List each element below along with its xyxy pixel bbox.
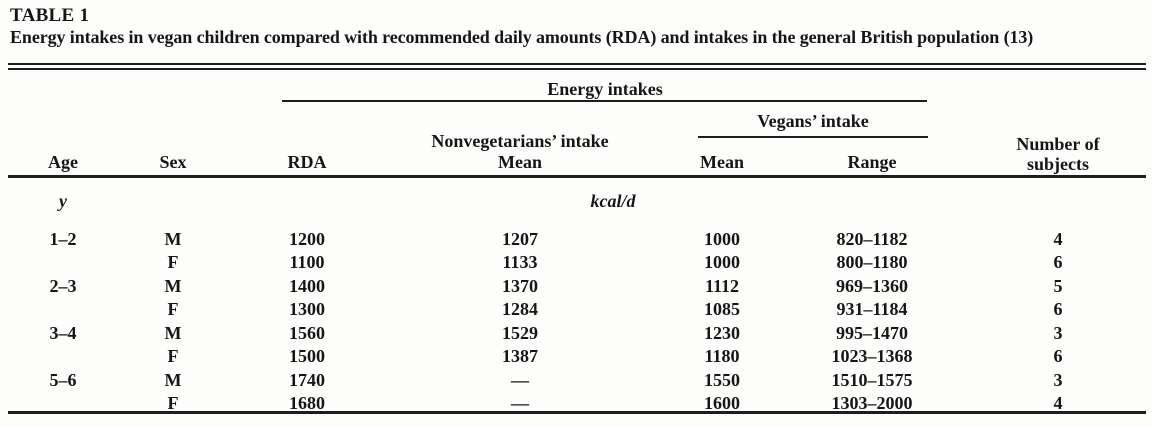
cell-range: 1510–1575 xyxy=(831,370,913,390)
cell-vegan-mean: 1180 xyxy=(704,346,740,366)
header-number-of: Number of xyxy=(1016,134,1100,154)
cell-sex: F xyxy=(167,299,179,319)
header-subjects: subjects xyxy=(1027,154,1089,174)
cell-subjects: 6 xyxy=(1053,299,1063,319)
table-row: 2–3 M 1400 1370 1112 969–1360 5 xyxy=(0,276,1152,298)
cell-rda: 1400 xyxy=(289,276,325,296)
cell-vegan-mean: 1112 xyxy=(704,276,739,296)
header-rda: RDA xyxy=(287,152,327,172)
cell-rda: 1100 xyxy=(289,252,325,272)
cell-nonveg-mean: 1529 xyxy=(502,323,538,343)
cell-rda: 1560 xyxy=(289,323,325,343)
header-energy-intakes: Energy intakes xyxy=(547,79,663,99)
cell-subjects: 3 xyxy=(1053,323,1063,343)
bottom-rule xyxy=(8,411,1146,414)
cell-range: 820–1182 xyxy=(836,229,908,249)
cell-nonveg-mean: — xyxy=(511,393,529,413)
cell-sex: M xyxy=(164,323,182,343)
table-row: 1–2 M 1200 1207 1000 820–1182 4 xyxy=(0,229,1152,251)
cell-age: 3–4 xyxy=(49,323,77,343)
cell-sex: M xyxy=(164,370,182,390)
top-rule-lower xyxy=(8,68,1146,70)
cell-range: 931–1184 xyxy=(836,299,908,319)
table-row: F 1500 1387 1180 1023–1368 6 xyxy=(0,346,1152,368)
table-label: TABLE 1 xyxy=(10,5,90,26)
cell-range: 969–1360 xyxy=(836,276,908,296)
header-sex: Sex xyxy=(159,152,187,172)
cell-vegan-mean: 1230 xyxy=(704,323,740,343)
header-age: Age xyxy=(48,152,78,172)
cell-subjects: 6 xyxy=(1053,252,1063,272)
cell-subjects: 4 xyxy=(1053,393,1063,413)
top-rule-upper xyxy=(8,63,1146,65)
cell-nonveg-mean: 1133 xyxy=(502,252,538,272)
cell-rda: 1740 xyxy=(289,370,325,390)
cell-subjects: 5 xyxy=(1053,276,1063,296)
cell-vegan-mean: 1600 xyxy=(704,393,740,413)
header-vegan-mean: Mean xyxy=(700,152,744,172)
cell-subjects: 6 xyxy=(1053,346,1063,366)
cell-age: 5–6 xyxy=(49,370,77,390)
table-row: F 1100 1133 1000 800–1180 6 xyxy=(0,252,1152,274)
table-row: F 1300 1284 1085 931–1184 6 xyxy=(0,299,1152,321)
unit-kcal-per-day: kcal/d xyxy=(590,191,636,211)
cell-nonveg-mean: 1370 xyxy=(502,276,538,296)
vegans-intake-rule xyxy=(698,136,928,138)
table-row: F 1680 — 1600 1303–2000 4 xyxy=(0,393,1152,415)
cell-vegan-mean: 1000 xyxy=(704,252,740,272)
cell-nonveg-mean: 1387 xyxy=(502,346,538,366)
cell-range: 1023–1368 xyxy=(831,346,913,366)
cell-rda: 1300 xyxy=(289,299,325,319)
cell-nonveg-mean: 1284 xyxy=(502,299,538,319)
cell-sex: F xyxy=(167,252,179,272)
cell-sex: M xyxy=(164,276,182,296)
cell-rda: 1680 xyxy=(289,393,325,413)
header-vegans-intake: Vegans’ intake xyxy=(757,111,869,131)
cell-sex: F xyxy=(167,346,179,366)
table-row: 3–4 M 1560 1529 1230 995–1470 3 xyxy=(0,323,1152,345)
table-caption: Energy intakes in vegan children compare… xyxy=(10,27,1034,47)
cell-subjects: 3 xyxy=(1053,370,1063,390)
cell-sex: M xyxy=(164,229,182,249)
header-range: Range xyxy=(847,152,897,172)
cell-subjects: 4 xyxy=(1053,229,1063,249)
table-row: 5–6 M 1740 — 1550 1510–1575 3 xyxy=(0,370,1152,392)
header-nonvegetarians-intake: Nonvegetarians’ intake xyxy=(431,131,609,151)
cell-range: 800–1180 xyxy=(836,252,908,272)
cell-sex: F xyxy=(167,393,179,413)
cell-vegan-mean: 1550 xyxy=(704,370,740,390)
cell-rda: 1500 xyxy=(289,346,325,366)
header-nonveg-mean: Mean xyxy=(498,152,542,172)
cell-range: 1303–2000 xyxy=(831,393,913,413)
cell-nonveg-mean: — xyxy=(511,370,529,390)
cell-vegan-mean: 1000 xyxy=(704,229,740,249)
cell-rda: 1200 xyxy=(289,229,325,249)
unit-age-years: y xyxy=(59,191,67,211)
energy-intakes-rule xyxy=(282,100,927,102)
cell-nonveg-mean: 1207 xyxy=(502,229,538,249)
cell-age: 1–2 xyxy=(49,229,77,249)
header-bottom-rule xyxy=(8,175,1146,178)
cell-range: 995–1470 xyxy=(836,323,908,343)
cell-vegan-mean: 1085 xyxy=(704,299,740,319)
cell-age: 2–3 xyxy=(49,276,77,296)
